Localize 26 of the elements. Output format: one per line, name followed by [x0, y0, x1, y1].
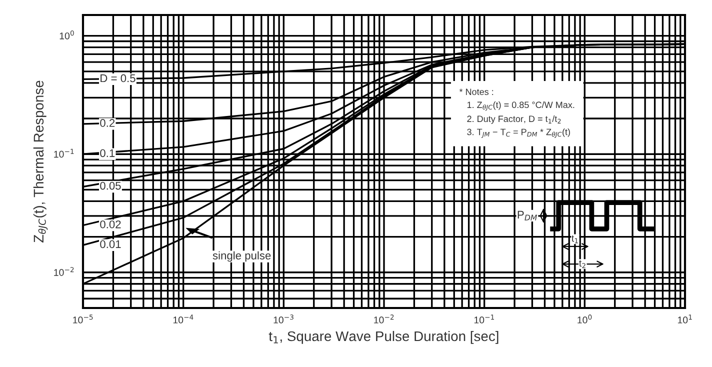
annotation: t$_{1}$	[572, 235, 578, 244]
x-tick-label: 10$^{−4}$	[173, 314, 194, 324]
y-axis-title: Z$_{θJC}$(t), Thermal Response	[33, 80, 48, 242]
x-tick-label: 10$^{1}$	[678, 314, 692, 324]
series-label: 0.1	[100, 149, 115, 158]
text: 3. T$_{JM}$ − T$_{C}$ = P$_{DM}$ * Z$_{θJC}$(t)	[467, 128, 570, 138]
annotation: 1. Z$_{θJC}$(t) = 0.85 °C/W Max.	[467, 101, 574, 111]
y-tick-label: 10$^{−2}$	[54, 267, 74, 276]
text: single pulse	[212, 251, 271, 262]
series-label: 0.02	[100, 220, 121, 228]
x-axis-title: t$_{1}$, Square Wave Pulse Duration [sec]	[268, 330, 498, 344]
x-tick-label: 10$^{−5}$	[73, 314, 93, 324]
series-label: 0.01	[100, 240, 121, 248]
series-label: 0.2	[100, 119, 115, 127]
x-tick-label: 10$^{0}$	[578, 314, 592, 324]
x-tick-label: 10$^{−2}$	[374, 314, 394, 324]
series-label: D = 0.5	[100, 74, 136, 82]
annotation: t$_{2}$	[579, 260, 586, 268]
annotation: * Notes :	[459, 88, 494, 96]
annotation: 2. Duty Factor, D = t$_{1}$/t$_{2}$	[467, 115, 561, 124]
y-tick-label: 10$^{−1}$	[54, 148, 74, 158]
series-label: 0.05	[100, 182, 121, 190]
annotation: P$_{DM}$	[518, 210, 537, 220]
y-tick-label: 10$^{0}$	[60, 30, 74, 40]
x-tick-label: 10$^{−3}$	[274, 314, 294, 324]
x-tick-label: 10$^{−1}$	[474, 314, 494, 324]
